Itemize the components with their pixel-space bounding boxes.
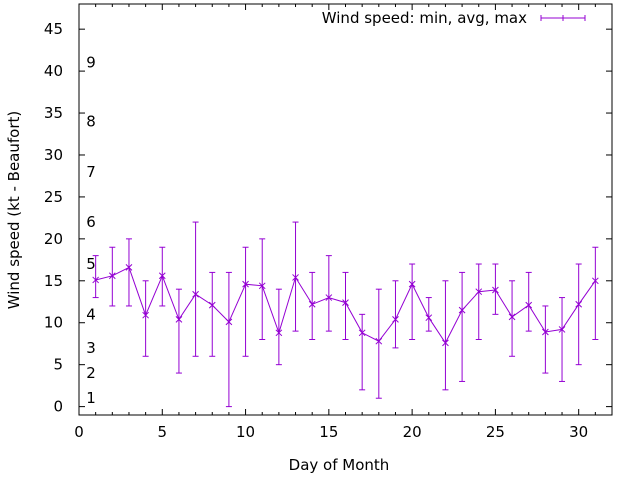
avg-point xyxy=(425,314,433,322)
avg-point xyxy=(542,328,549,336)
y-tick-label: 30 xyxy=(44,146,63,164)
beaufort-label: 8 xyxy=(86,112,96,130)
avg-point xyxy=(175,316,183,323)
beaufort-label: 6 xyxy=(86,213,96,231)
legend: Wind speed: min, avg, max xyxy=(322,9,586,27)
avg-point xyxy=(508,313,516,321)
beaufort-label: 1 xyxy=(86,389,96,407)
beaufort-label: 9 xyxy=(86,54,96,72)
avg-point xyxy=(591,277,599,285)
avg-point xyxy=(275,329,283,337)
beaufort-label: 7 xyxy=(86,163,96,181)
avg-point xyxy=(575,300,583,308)
x-axis-label: Day of Month xyxy=(289,456,390,474)
avg-point xyxy=(258,282,266,290)
series-wind-speed xyxy=(92,221,599,408)
avg-point xyxy=(392,316,399,323)
avg-point xyxy=(458,306,466,314)
avg-point xyxy=(308,300,316,308)
y-tick-label: 0 xyxy=(53,398,63,416)
beaufort-label: 2 xyxy=(86,364,96,382)
y-axis-label: Wind speed (kt - Beaufort) xyxy=(5,111,23,310)
avg-point xyxy=(375,337,383,345)
plot-frame xyxy=(78,3,613,416)
y-tick-label: 5 xyxy=(53,356,63,374)
avg-point xyxy=(92,276,100,284)
x-tick-label: 20 xyxy=(403,423,422,441)
avg-point xyxy=(342,299,349,306)
x-tick-labels: 0 5 10 15 20 25 30 xyxy=(74,423,588,441)
y-tick-labels: 0 5 10 15 20 25 30 35 40 45 xyxy=(44,20,63,415)
y-tick-label: 10 xyxy=(44,314,63,332)
x-tick-label: 0 xyxy=(74,423,84,441)
avg-point xyxy=(442,339,449,347)
beaufort-label: 3 xyxy=(86,339,96,357)
avg-point xyxy=(208,301,216,309)
beaufort-label: 4 xyxy=(86,305,96,323)
y-tick-label: 40 xyxy=(44,62,63,80)
avg-point xyxy=(225,318,233,326)
y-tick-label: 15 xyxy=(44,272,63,290)
avg-point xyxy=(475,288,483,296)
avg-point xyxy=(358,329,366,337)
avg-point xyxy=(192,290,199,298)
avg-point xyxy=(558,326,566,333)
y-tick-label: 45 xyxy=(44,20,63,38)
legend-label: Wind speed: min, avg, max xyxy=(322,9,527,27)
avg-point xyxy=(292,274,299,281)
avg-point xyxy=(408,280,416,288)
legend-sample-line xyxy=(540,15,586,21)
x-tick-label: 30 xyxy=(569,423,588,441)
avg-point xyxy=(242,280,249,288)
x-tick-label: 15 xyxy=(319,423,338,441)
avg-point xyxy=(158,272,166,280)
avg-point xyxy=(525,301,533,309)
y-tick-label: 25 xyxy=(44,188,63,206)
y-tick-label: 35 xyxy=(44,104,63,122)
y-tick-label: 20 xyxy=(44,230,63,248)
x-tick-label: 5 xyxy=(158,423,168,441)
avg-point xyxy=(492,286,499,294)
beaufort-scale-labels: 1 2 3 4 5 6 7 8 9 xyxy=(86,54,96,408)
beaufort-label: 5 xyxy=(86,255,96,273)
avg-point xyxy=(125,264,133,271)
avg-point xyxy=(142,311,149,319)
avg-point xyxy=(325,294,333,301)
avg-point xyxy=(108,272,116,280)
x-tick-label: 25 xyxy=(486,423,505,441)
x-tick-label: 10 xyxy=(236,423,255,441)
